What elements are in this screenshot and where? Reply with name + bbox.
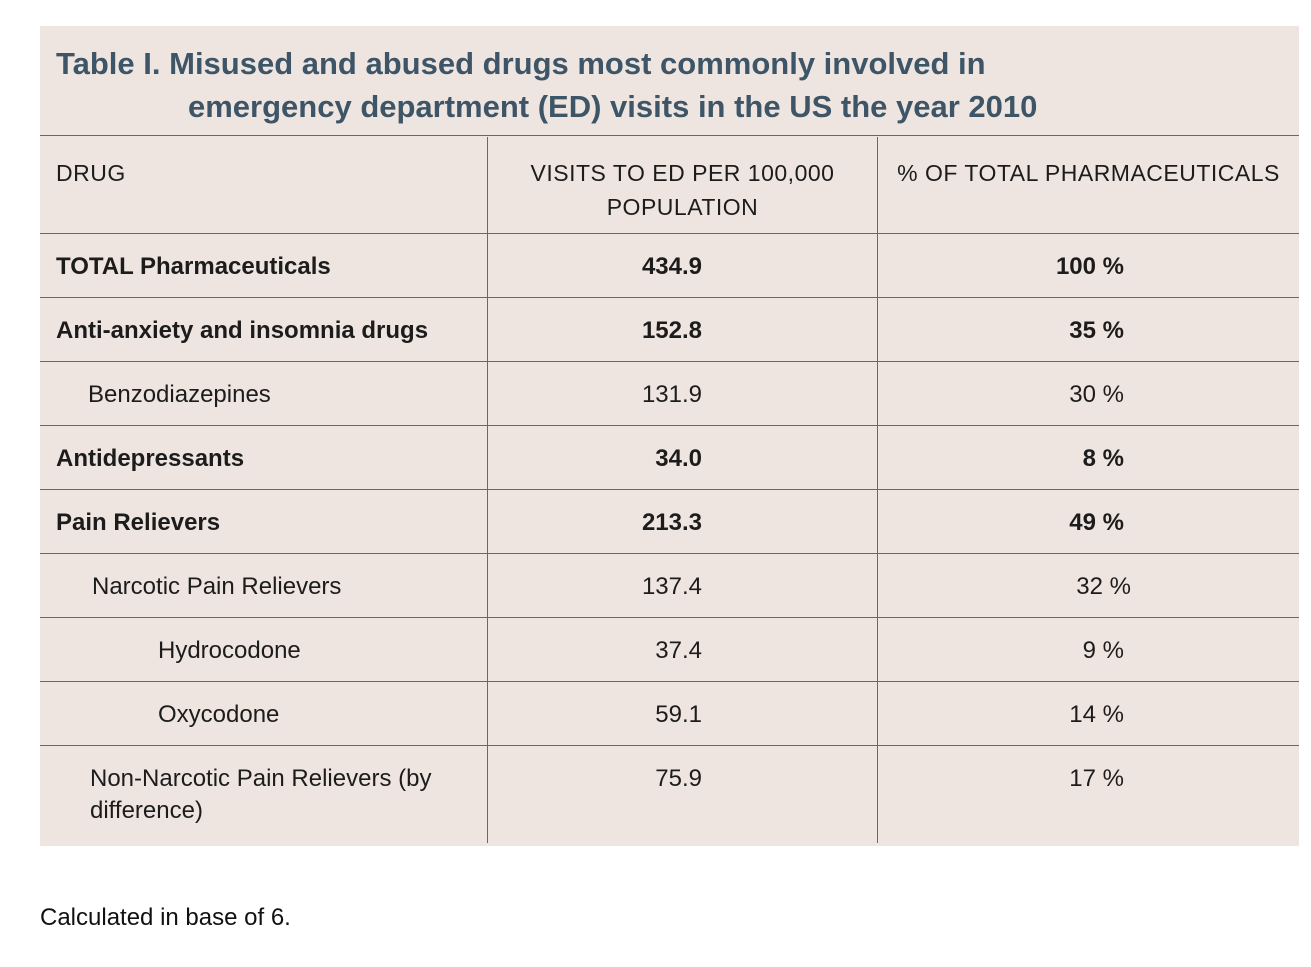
- visits-cell: 137.4: [488, 554, 878, 617]
- drug-cell: Benzodiazepines: [40, 362, 488, 425]
- table-row: Non-Narcotic Pain Relievers (by differen…: [40, 746, 1299, 843]
- percent-cell: 30 %: [1069, 381, 1124, 408]
- visits-cell: 434.9: [488, 234, 878, 297]
- table-title-line-2: emergency department (ED) visits in the …: [188, 89, 1038, 124]
- percent-cell: 9 %: [1082, 637, 1124, 664]
- drug-cell: Narcotic Pain Relievers: [40, 554, 488, 617]
- drug-cell: TOTAL Pharmaceuticals: [40, 234, 488, 297]
- table-grid: DRUG VISITS TO ED PER 100,000 POPULATION…: [40, 137, 1299, 843]
- drug-cell: Hydrocodone: [40, 618, 488, 681]
- visits-cell: 213.3: [488, 490, 878, 553]
- table-header-row: DRUG VISITS TO ED PER 100,000 POPULATION…: [40, 137, 1299, 234]
- percent-cell: 32 %: [1076, 573, 1131, 600]
- drug-cell: Antidepressants: [40, 426, 488, 489]
- column-header-drug: DRUG: [40, 137, 488, 233]
- table-footnote: Calculated in base of 6.: [40, 904, 291, 931]
- table-title: Table I. Misused and abused drugs most c…: [40, 26, 1299, 136]
- table-title-line-1: Table I. Misused and abused drugs most c…: [56, 46, 986, 81]
- percent-cell: 35 %: [1069, 317, 1124, 344]
- percent-cell: 17 %: [1069, 765, 1124, 792]
- drug-cell: Non-Narcotic Pain Relievers (by differen…: [40, 746, 488, 843]
- visits-cell: 34.0: [488, 426, 878, 489]
- table-row: Antidepressants 34.0 8 %: [40, 426, 1299, 490]
- drug-cell: Pain Relievers: [40, 490, 488, 553]
- table-row: TOTAL Pharmaceuticals 434.9 100 %: [40, 234, 1299, 298]
- visits-cell: 37.4: [488, 618, 878, 681]
- table-row: Anti-anxiety and insomnia drugs 152.8 35…: [40, 298, 1299, 362]
- table-row: Hydrocodone 37.4 9 %: [40, 618, 1299, 682]
- table-row: Pain Relievers 213.3 49 %: [40, 490, 1299, 554]
- percent-cell: 8 %: [1082, 445, 1124, 472]
- column-header-visits: VISITS TO ED PER 100,000 POPULATION: [488, 137, 878, 233]
- drug-cell: Oxycodone: [40, 682, 488, 745]
- visits-cell: 152.8: [488, 298, 878, 361]
- column-header-percent: % OF TOTAL PHARMACEUTICALS: [897, 160, 1280, 186]
- table-row: Benzodiazepines 131.9 30 %: [40, 362, 1299, 426]
- percent-cell: 49 %: [1069, 509, 1124, 536]
- percent-cell: 100 %: [1055, 253, 1124, 280]
- table-row: Oxycodone 59.1 14 %: [40, 682, 1299, 746]
- visits-cell: 131.9: [488, 362, 878, 425]
- visits-cell: 59.1: [488, 682, 878, 745]
- table-row: Narcotic Pain Relievers 137.4 32 %: [40, 554, 1299, 618]
- percent-cell: 14 %: [1069, 701, 1124, 728]
- drug-table: Table I. Misused and abused drugs most c…: [40, 26, 1299, 846]
- visits-cell: 75.9: [488, 746, 878, 843]
- drug-cell: Anti-anxiety and insomnia drugs: [40, 298, 488, 361]
